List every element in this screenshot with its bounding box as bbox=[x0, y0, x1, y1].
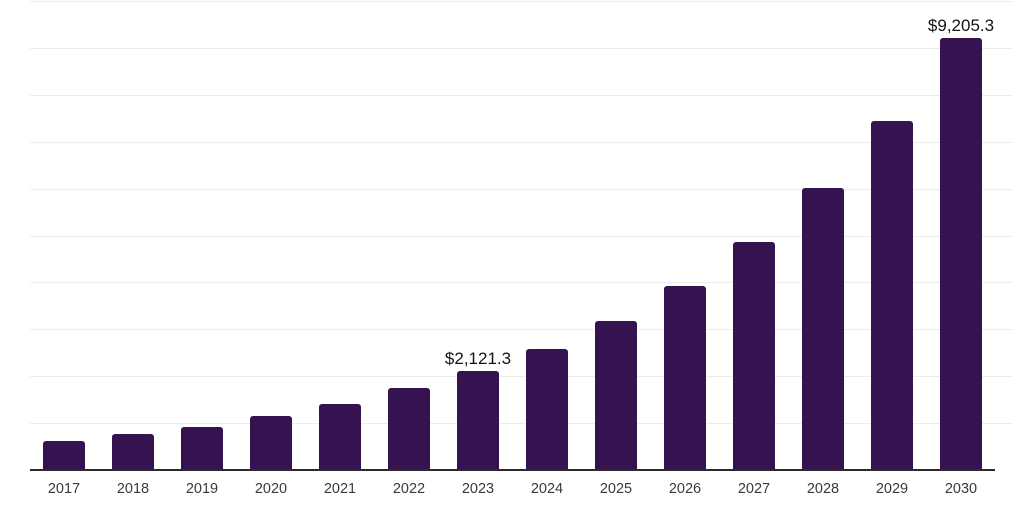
bar-2023 bbox=[457, 370, 499, 470]
gridline bbox=[30, 236, 1012, 237]
bar-2020 bbox=[250, 416, 292, 470]
bar-value-label-2023: $2,121.3 bbox=[444, 348, 512, 368]
bar-2018 bbox=[112, 433, 154, 470]
x-tick-label-2018: 2018 bbox=[116, 481, 150, 497]
x-axis-line bbox=[30, 469, 995, 471]
x-tick-label-2029: 2029 bbox=[875, 481, 909, 497]
gridline bbox=[30, 376, 1012, 377]
x-tick-label-2022: 2022 bbox=[392, 481, 426, 497]
bar-2029 bbox=[871, 121, 913, 470]
bar-2026 bbox=[664, 285, 706, 470]
bar-2022 bbox=[388, 388, 430, 470]
bar-2030 bbox=[940, 38, 982, 470]
x-tick-label-2017: 2017 bbox=[47, 481, 81, 497]
bar-2021 bbox=[319, 403, 361, 470]
x-tick-label-2025: 2025 bbox=[599, 481, 633, 497]
x-tick-label-2030: 2030 bbox=[944, 481, 978, 497]
x-tick-label-2021: 2021 bbox=[323, 481, 357, 497]
gridline bbox=[30, 282, 1012, 283]
gridline bbox=[30, 1, 1012, 2]
gridline bbox=[30, 189, 1012, 190]
x-tick-label-2023: 2023 bbox=[461, 481, 495, 497]
bar-2028 bbox=[802, 188, 844, 470]
x-tick-label-2024: 2024 bbox=[530, 481, 564, 497]
x-tick-label-2020: 2020 bbox=[254, 481, 288, 497]
x-tick-label-2027: 2027 bbox=[737, 481, 771, 497]
bar-value-label-2030: $9,205.3 bbox=[927, 16, 995, 36]
gridline bbox=[30, 142, 1012, 143]
gridline bbox=[30, 423, 1012, 424]
x-tick-label-2019: 2019 bbox=[185, 481, 219, 497]
bar-2019 bbox=[181, 426, 223, 470]
bar-2017 bbox=[43, 440, 85, 470]
bar-2025 bbox=[595, 320, 637, 470]
bar-2027 bbox=[733, 242, 775, 470]
gridline bbox=[30, 329, 1012, 330]
bar-2024 bbox=[526, 348, 568, 470]
gridline bbox=[30, 95, 1012, 96]
x-tick-label-2028: 2028 bbox=[806, 481, 840, 497]
x-tick-label-2026: 2026 bbox=[668, 481, 702, 497]
gridline bbox=[30, 48, 1012, 49]
